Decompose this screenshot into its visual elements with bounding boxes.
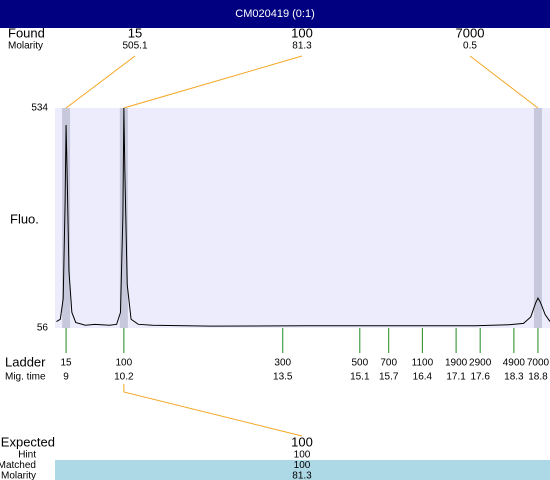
expected-row-value: 100 <box>294 460 311 471</box>
found-molarity: 0.5 <box>463 41 477 52</box>
ladder-size: 500 <box>351 358 368 369</box>
ladder-time: 18.8 <box>528 372 548 383</box>
found-size: 100 <box>291 25 313 40</box>
ladder-time: 10.2 <box>114 372 134 383</box>
expected-connector-b <box>123 391 303 437</box>
y-tick-label: 56 <box>37 323 49 334</box>
ladder-size: 700 <box>380 358 397 369</box>
ladder-time: 17.6 <box>470 372 490 383</box>
peak-band <box>533 108 542 328</box>
ladder-time: 17.1 <box>446 372 466 383</box>
found-label: Found <box>8 25 45 40</box>
expected-value: 100 <box>291 434 313 449</box>
trace <box>56 107 550 327</box>
found-size: 7000 <box>456 25 485 40</box>
ladder-time: 15.1 <box>350 372 370 383</box>
header-title: CM020419 (0:1) <box>235 8 315 20</box>
found-size: 15 <box>128 25 142 40</box>
found-molarity: 505.1 <box>122 41 147 52</box>
ladder-time: 18.3 <box>504 372 524 383</box>
header-bar <box>0 0 550 28</box>
ladder-size: 100 <box>116 358 133 369</box>
found-molarity: 81.3 <box>292 41 312 52</box>
expected-row-value: 100 <box>294 450 311 461</box>
ladder-time: 15.7 <box>379 372 399 383</box>
ladder-time: 16.4 <box>413 372 433 383</box>
expected-row-label: Hint <box>18 450 36 461</box>
ladder-sublabel: Mig. time <box>5 372 46 383</box>
peak-band <box>119 108 128 328</box>
ladder-size: 7000 <box>527 358 550 369</box>
ladder-size: 2900 <box>469 358 492 369</box>
matched-band <box>55 460 550 480</box>
found-sublabel: Molarity <box>8 41 43 52</box>
ladder-size: 300 <box>274 358 291 369</box>
ladder-time: 9 <box>63 372 69 383</box>
ladder-size: 1900 <box>445 358 468 369</box>
y-axis-label: Fluo. <box>10 211 39 226</box>
expected-label: Expected <box>1 434 55 449</box>
ladder-time: 13.5 <box>273 372 293 383</box>
ladder-label: Ladder <box>5 354 46 369</box>
expected-row-label: Matched <box>0 460 36 471</box>
plot-area <box>55 108 550 328</box>
ladder-size: 1100 <box>412 358 434 369</box>
expected-row-label: Molarity <box>1 471 36 480</box>
expected-row-value: 81.3 <box>292 471 312 480</box>
peak-connector <box>65 55 136 109</box>
peak-connector <box>469 55 539 109</box>
y-tick-label: 534 <box>31 103 48 114</box>
ladder-size: 4900 <box>503 358 526 369</box>
peak-connector <box>123 55 303 109</box>
ladder-size: 15 <box>61 358 73 369</box>
peak-band <box>62 108 71 328</box>
